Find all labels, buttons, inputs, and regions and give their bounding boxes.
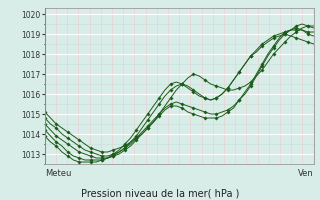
Text: Ven: Ven (298, 169, 314, 178)
Text: Meteu: Meteu (45, 169, 71, 178)
Text: Pression niveau de la mer( hPa ): Pression niveau de la mer( hPa ) (81, 188, 239, 198)
